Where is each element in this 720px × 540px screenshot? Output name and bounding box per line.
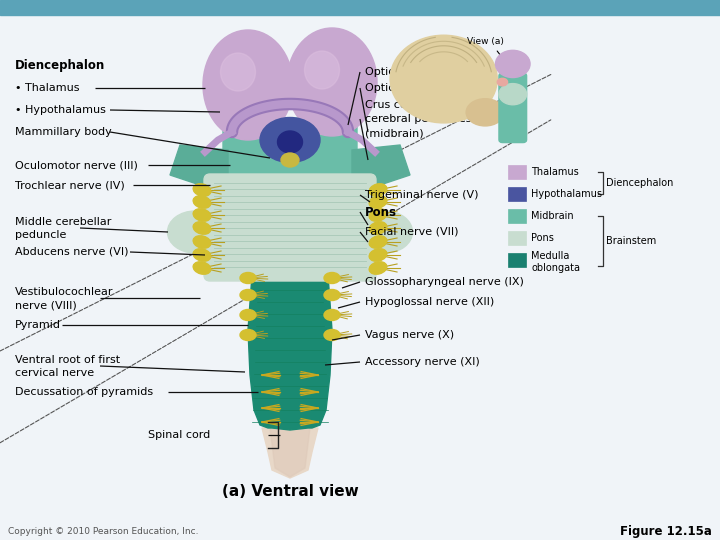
Text: • Hypothalamus: • Hypothalamus (15, 105, 106, 115)
Text: Glossopharyngeal nerve (IX): Glossopharyngeal nerve (IX) (365, 277, 524, 287)
Text: View (a): View (a) (467, 37, 503, 46)
Ellipse shape (193, 196, 211, 208)
Ellipse shape (240, 273, 256, 284)
Text: Hypothalamus: Hypothalamus (531, 189, 602, 199)
Text: • Thalamus: • Thalamus (15, 83, 79, 93)
Bar (508, 165, 526, 179)
Text: Medulla: Medulla (531, 251, 570, 261)
Polygon shape (352, 145, 410, 185)
FancyBboxPatch shape (204, 174, 376, 281)
Ellipse shape (369, 209, 387, 221)
Text: Vestibulocochlear: Vestibulocochlear (15, 287, 114, 297)
Ellipse shape (324, 273, 340, 284)
Text: Crus cerebri of: Crus cerebri of (365, 100, 447, 110)
Text: Pons: Pons (531, 233, 554, 243)
Ellipse shape (305, 51, 340, 89)
Text: Pons: Pons (365, 206, 397, 219)
Text: cerebral peduncles: cerebral peduncles (365, 114, 472, 124)
Ellipse shape (193, 249, 211, 261)
Ellipse shape (466, 99, 504, 126)
Text: Accessory nerve (XI): Accessory nerve (XI) (365, 357, 480, 367)
Bar (0, 0, 720, 15)
Ellipse shape (240, 289, 256, 300)
Text: Ventral root of first: Ventral root of first (15, 355, 120, 365)
Text: Diencephalon: Diencephalon (606, 178, 673, 188)
Text: Pyramid: Pyramid (15, 320, 61, 330)
Text: Vagus nerve (X): Vagus nerve (X) (365, 330, 454, 340)
Ellipse shape (495, 50, 530, 78)
Ellipse shape (358, 211, 413, 253)
Ellipse shape (324, 329, 340, 341)
Ellipse shape (193, 236, 211, 248)
Text: (a) Ventral view: (a) Ventral view (222, 484, 359, 500)
Text: nerve (VIII): nerve (VIII) (15, 300, 77, 310)
Text: Trigeminal nerve (V): Trigeminal nerve (V) (365, 190, 479, 200)
Text: Brainstem: Brainstem (606, 236, 656, 246)
Text: Middle cerebellar: Middle cerebellar (15, 217, 112, 227)
Ellipse shape (498, 78, 508, 86)
Text: Optic chiasma: Optic chiasma (365, 67, 445, 77)
FancyBboxPatch shape (499, 73, 526, 143)
Text: Figure 12.15a: Figure 12.15a (620, 525, 712, 538)
Ellipse shape (287, 28, 377, 136)
Text: oblongata: oblongata (531, 263, 580, 273)
Ellipse shape (369, 262, 387, 274)
Ellipse shape (499, 84, 526, 105)
Ellipse shape (324, 309, 340, 321)
Ellipse shape (281, 153, 299, 167)
Text: Facial nerve (VII): Facial nerve (VII) (365, 227, 459, 237)
Text: Copyright © 2010 Pearson Education, Inc.: Copyright © 2010 Pearson Education, Inc. (8, 528, 199, 537)
Ellipse shape (369, 184, 387, 196)
Ellipse shape (369, 222, 387, 234)
Ellipse shape (369, 196, 387, 208)
Polygon shape (270, 428, 310, 477)
Polygon shape (248, 275, 332, 430)
Ellipse shape (240, 329, 256, 341)
Text: Midbrain: Midbrain (531, 211, 574, 221)
Ellipse shape (390, 35, 498, 123)
Ellipse shape (220, 53, 256, 91)
Ellipse shape (193, 222, 211, 234)
Text: Mammillary body: Mammillary body (15, 127, 112, 137)
Ellipse shape (369, 236, 387, 248)
Ellipse shape (369, 249, 387, 261)
Text: Oculomotor nerve (III): Oculomotor nerve (III) (15, 160, 138, 170)
FancyBboxPatch shape (223, 118, 357, 190)
Text: peduncle: peduncle (15, 230, 66, 240)
Ellipse shape (193, 209, 211, 221)
Ellipse shape (193, 184, 211, 196)
Text: Trochlear nerve (IV): Trochlear nerve (IV) (15, 180, 125, 190)
Ellipse shape (324, 289, 340, 300)
Text: Optic nerve (II): Optic nerve (II) (365, 83, 449, 93)
Text: Diencephalon: Diencephalon (15, 58, 105, 71)
Text: Thalamus: Thalamus (531, 167, 579, 177)
Text: cervical nerve: cervical nerve (15, 368, 94, 378)
Text: Decussation of pyramids: Decussation of pyramids (15, 387, 153, 397)
Polygon shape (170, 145, 228, 185)
Ellipse shape (193, 262, 211, 274)
Bar (508, 253, 526, 267)
Text: Abducens nerve (VI): Abducens nerve (VI) (15, 247, 128, 257)
Ellipse shape (240, 309, 256, 321)
Text: (midbrain): (midbrain) (365, 128, 423, 138)
Text: Hypoglossal nerve (XII): Hypoglossal nerve (XII) (365, 297, 494, 307)
Bar (508, 209, 526, 223)
Text: Spinal cord: Spinal cord (148, 430, 210, 440)
Ellipse shape (277, 131, 302, 153)
Ellipse shape (168, 211, 222, 253)
Bar (508, 187, 526, 201)
Ellipse shape (260, 118, 320, 163)
Bar (508, 231, 526, 245)
Ellipse shape (203, 30, 293, 140)
Polygon shape (262, 428, 318, 478)
